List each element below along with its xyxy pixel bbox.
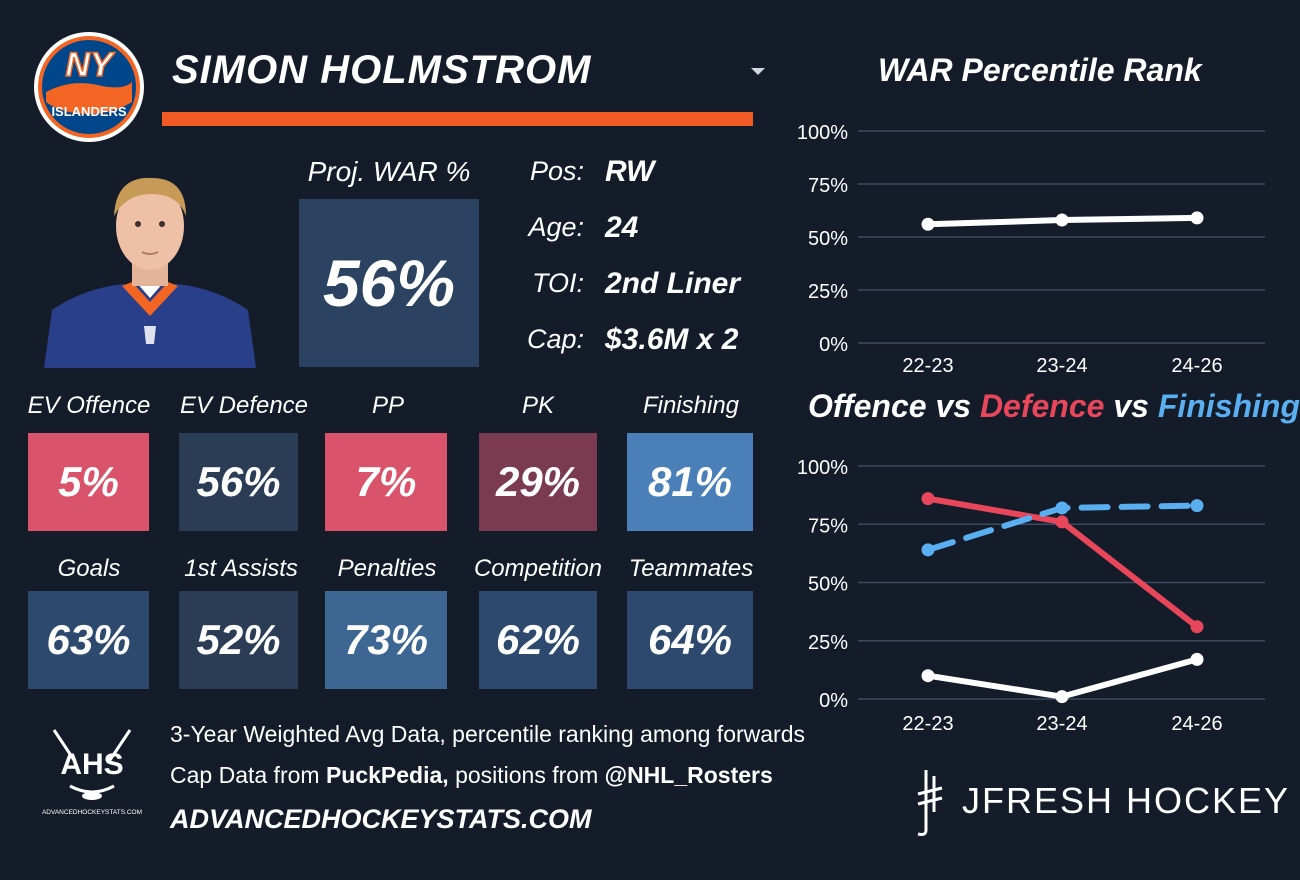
cap-value: $3.6M x 2 <box>605 323 739 356</box>
war-chart-x-tick-label: 22-23 <box>902 355 953 377</box>
jfresh-brand: JFRESH HOCKEY <box>962 780 1291 821</box>
split-chart-x-tick-label: 24-26 <box>1171 713 1222 735</box>
title-underline <box>162 112 753 126</box>
split-chart-defence-series-point <box>1055 515 1069 529</box>
finishing-tile: 81% <box>627 433 753 531</box>
goals-label: Goals <box>57 555 121 582</box>
toi-label: TOI: <box>531 268 584 298</box>
split-chart-title: Offence vs Defence vs Finishing <box>808 388 1300 425</box>
ev-offence-tile: 5% <box>28 433 149 531</box>
footnote-data: 3-Year Weighted Avg Data, percentile ran… <box>170 721 806 747</box>
teammates-label: Teammates <box>628 555 754 582</box>
ahs-logo: AHS ADVANCEDHOCKEYSTATS.COM <box>40 726 144 820</box>
team-logo: NY ISLANDERS <box>32 30 146 144</box>
offence-title-word: Offence <box>808 388 927 424</box>
split-chart-y-tick-label: 50% <box>808 574 848 596</box>
split-chart-offence-series-point <box>1190 652 1204 666</box>
split-chart-y-tick-label: 75% <box>808 515 848 537</box>
war-chart-title: WAR Percentile Rank <box>878 52 1202 88</box>
split-chart-y-tick-label: 25% <box>808 632 848 654</box>
war-chart-y-tick-label: 50% <box>808 228 848 250</box>
footnote-sources: Cap Data from PuckPedia, positions from … <box>170 762 773 789</box>
first-assists-label: 1st Assists <box>184 555 298 582</box>
war-percentile-chart: 0% 25% 50% 75% 100% 22-23 23-24 24-26 <box>797 122 1265 377</box>
war-chart-y-tick-label: 75% <box>808 175 848 197</box>
site-link[interactable]: ADVANCEDHOCKEYSTATS.COM <box>170 804 592 834</box>
split-chart-finishing-series-point <box>1055 501 1069 515</box>
ahs-logo-caption: ADVANCEDHOCKEYSTATS.COM <box>42 809 142 816</box>
teammates-tile: 64% <box>627 591 753 689</box>
pk-label: PK <box>521 392 554 419</box>
war-chart-war-series-point <box>1190 211 1204 225</box>
pp-tile: 7% <box>325 433 447 531</box>
proj-war-value: 56% <box>299 199 479 367</box>
war-chart-y-tick-label: 0% <box>819 334 848 356</box>
goals-tile: 63% <box>28 591 149 689</box>
toi-value: 2nd Liner <box>605 267 741 300</box>
penalties-label: Penalties <box>337 555 437 582</box>
chevron-down-icon[interactable] <box>748 64 768 78</box>
footnote-prefix: Cap Data from <box>170 762 326 788</box>
split-chart-y-tick-label: 100% <box>797 457 848 479</box>
war-chart-war-series-point <box>1055 213 1069 227</box>
competition-tile: 62% <box>479 591 597 689</box>
split-chart-y-tick-label: 0% <box>819 690 848 712</box>
ev-offence-label: EV Offence <box>27 392 151 419</box>
split-chart-x-tick-label: 22-23 <box>902 713 953 735</box>
finishing-label: Finishing <box>642 392 740 419</box>
war-chart-x-tick-label: 23-24 <box>1036 355 1087 377</box>
age-value: 24 <box>605 211 639 244</box>
position-label: Pos: <box>529 156 584 186</box>
vs-word-2: vs <box>1104 388 1158 424</box>
offence-defence-finishing-chart: 0% 25% 50% 75% 100% 22-23 23-24 24-26 <box>797 457 1265 735</box>
player-photo <box>44 160 256 368</box>
player-name: SIMON HOLMSTROM <box>172 48 592 92</box>
jfresh-logo-icon <box>908 768 948 838</box>
war-chart-y-tick-label: 100% <box>797 122 848 144</box>
logo-ny-text: NY <box>65 46 116 84</box>
ev-defence-tile: 56% <box>179 433 298 531</box>
split-chart-x-tick-label: 23-24 <box>1036 713 1087 735</box>
age-label: Age: <box>528 212 584 242</box>
pk-tile: 29% <box>479 433 597 531</box>
finishing-title-word: Finishing <box>1157 388 1300 424</box>
split-chart-defence-series-point <box>1190 620 1204 634</box>
nhl-rosters-link[interactable]: @NHL_Rosters <box>604 762 773 788</box>
pp-label: PP <box>371 392 404 419</box>
vs-word-1: vs <box>926 388 980 424</box>
penalties-tile: 73% <box>325 591 447 689</box>
war-chart-y-tick-label: 25% <box>808 281 848 303</box>
split-chart-finishing-series-point <box>921 543 935 557</box>
first-assists-tile: 52% <box>179 591 298 689</box>
puckpedia-link[interactable]: PuckPedia, <box>325 762 449 788</box>
footnote-middle: positions from <box>448 762 605 788</box>
split-chart-offence-series-point <box>921 669 935 683</box>
proj-war-label: Proj. WAR % <box>307 156 471 187</box>
cap-label: Cap: <box>526 324 584 354</box>
split-chart-defence-series-point <box>921 492 935 506</box>
logo-islanders-text: ISLANDERS <box>51 104 126 119</box>
ev-defence-label: EV Defence <box>179 392 309 419</box>
war-chart-war-series-point <box>921 217 935 231</box>
war-chart-x-tick-label: 24-26 <box>1171 355 1222 377</box>
position-value: RW <box>605 155 655 188</box>
split-chart-finishing-series-point <box>1190 499 1204 513</box>
defence-title-word: Defence <box>979 388 1105 424</box>
competition-label: Competition <box>473 555 603 582</box>
ahs-logo-text: AHS <box>60 748 123 781</box>
split-chart-offence-series-point <box>1055 690 1069 704</box>
